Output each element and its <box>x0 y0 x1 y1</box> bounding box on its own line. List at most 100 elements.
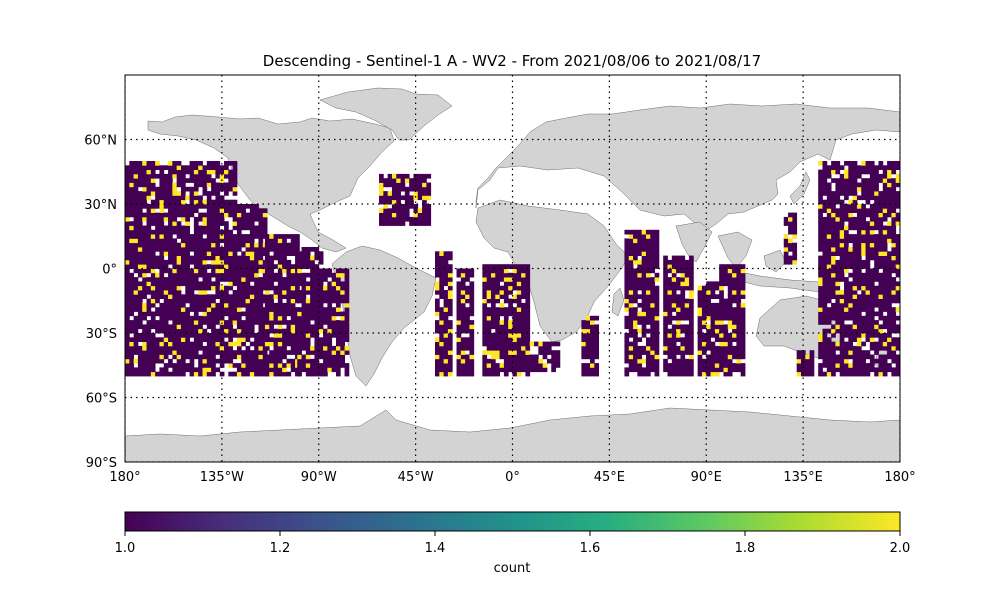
coverage-cell <box>835 272 841 278</box>
coverage-cell <box>443 354 449 360</box>
coverage-cell <box>129 199 135 205</box>
coverage-cell <box>168 333 173 338</box>
coverage-cell <box>736 302 742 308</box>
coverage-cell <box>895 324 900 330</box>
coverage-cell <box>456 311 462 317</box>
coverage-cell <box>133 350 139 355</box>
coverage-cell <box>400 173 406 179</box>
coverage-cell <box>318 311 324 317</box>
coverage-cell <box>202 212 208 218</box>
coverage-cell <box>633 259 638 265</box>
coverage-cell <box>891 191 897 196</box>
coverage-cell <box>727 345 733 351</box>
coverage-cell <box>516 363 522 368</box>
coverage-cell <box>490 307 496 312</box>
coverage-cell <box>282 285 287 291</box>
coverage-cell <box>671 268 677 274</box>
coverage-cell <box>224 255 229 261</box>
coverage-cell <box>645 281 651 287</box>
coverage-cell <box>891 367 897 373</box>
coverage-cell <box>788 216 793 222</box>
coverage-cell <box>232 221 238 226</box>
coverage-cell <box>327 281 333 287</box>
coverage-cell <box>176 311 182 317</box>
coverage-cell <box>456 371 462 377</box>
coverage-cell <box>172 173 178 179</box>
coverage-cell <box>676 298 681 304</box>
coverage-cell <box>180 311 186 317</box>
coverage-cell <box>232 294 238 299</box>
coverage-cell <box>125 363 130 368</box>
coverage-cell <box>228 315 234 321</box>
coverage-cell <box>198 345 203 351</box>
coverage-cell <box>818 186 823 192</box>
coverage-cell <box>818 345 823 351</box>
coverage-cell <box>245 272 251 278</box>
coverage-cell <box>387 212 393 218</box>
coverage-cell <box>697 311 703 317</box>
coverage-cell <box>482 333 488 338</box>
coverage-cell <box>202 315 208 321</box>
coverage-cell <box>314 285 320 291</box>
coverage-cell <box>286 350 292 355</box>
coverage-cell <box>512 337 518 342</box>
coverage-cell <box>887 182 892 188</box>
coverage-cell <box>189 234 195 239</box>
coverage-cell <box>387 199 393 205</box>
coverage-cell <box>831 358 836 364</box>
coverage-cell <box>379 195 384 201</box>
coverage-cell <box>211 161 216 166</box>
coverage-cell <box>465 294 470 299</box>
coverage-cell <box>512 333 518 338</box>
coverage-cell <box>878 302 884 308</box>
coverage-cell <box>142 281 147 287</box>
coverage-cell <box>641 333 647 338</box>
coverage-cell <box>701 363 707 368</box>
coverage-cell <box>215 251 221 256</box>
coverage-cell <box>869 311 875 317</box>
coverage-cell <box>508 307 513 312</box>
coverage-cell <box>129 238 135 244</box>
coverage-cell <box>443 324 449 330</box>
coverage-cell <box>508 277 513 282</box>
coverage-cell <box>180 199 186 205</box>
coverage-cell <box>891 307 897 312</box>
coverage-cell <box>719 307 724 312</box>
coverage-cell <box>305 272 311 278</box>
coverage-cell <box>641 259 647 265</box>
coverage-cell <box>831 350 836 355</box>
coverage-cell <box>628 345 634 351</box>
coverage-cell <box>882 195 888 201</box>
coverage-cell <box>277 358 283 364</box>
coverage-cell <box>155 307 160 312</box>
coverage-cell <box>835 324 841 330</box>
coverage-cell <box>215 169 221 175</box>
coverage-cell <box>206 307 212 312</box>
coverage-cell <box>211 186 216 192</box>
coverage-cell <box>133 229 139 235</box>
coverage-cell <box>142 290 147 295</box>
coverage-cell <box>180 165 186 170</box>
coverage-cell <box>800 367 806 373</box>
coverage-cell <box>740 290 746 295</box>
coverage-cell <box>344 294 350 299</box>
coverage-cell <box>844 161 849 166</box>
coverage-cell <box>891 234 897 239</box>
coverage-cell <box>796 350 802 355</box>
coverage-cell <box>189 195 195 201</box>
coverage-cell <box>788 255 793 261</box>
coverage-cell <box>792 247 798 252</box>
coverage-cell <box>193 208 199 213</box>
coverage-cell <box>887 328 892 334</box>
coverage-cell <box>482 311 488 317</box>
coverage-cell <box>706 371 711 377</box>
coverage-cell <box>125 208 130 213</box>
coverage-cell <box>150 272 156 278</box>
coverage-cell <box>168 238 173 244</box>
coverage-cell <box>891 350 897 355</box>
coverage-cell <box>689 320 694 325</box>
coverage-cell <box>297 341 302 347</box>
coverage-cell <box>232 173 238 179</box>
coverage-cell <box>822 186 828 192</box>
coverage-cell <box>142 234 147 239</box>
